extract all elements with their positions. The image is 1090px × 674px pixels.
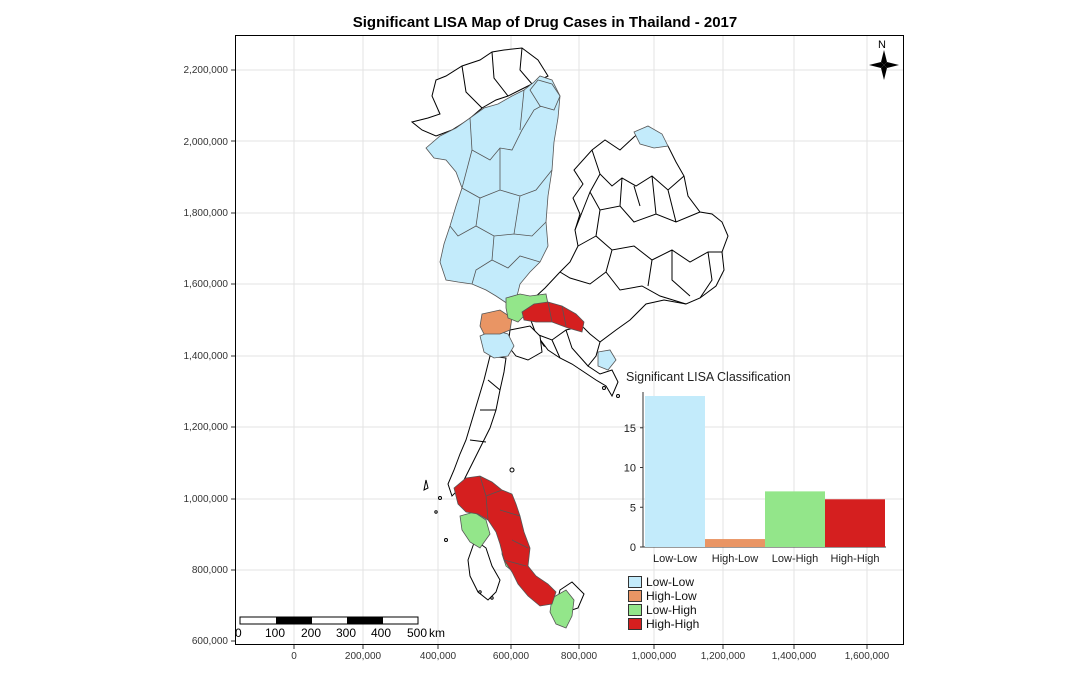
legend-label: Low-Low	[646, 575, 695, 589]
bar-category-label: Low-Low	[653, 553, 697, 565]
x-tick-label: 1,600,000	[844, 651, 890, 662]
x-tick-label: 1,400,000	[771, 651, 817, 662]
legend-label: Low-High	[646, 603, 697, 617]
x-tick-label: 1,000,000	[631, 651, 677, 662]
x-tick-label: 0	[291, 651, 297, 662]
inset-y-tick-label: 0	[630, 542, 636, 554]
bar-category-label: High-High	[831, 553, 880, 565]
legend-label: High-Low	[646, 589, 697, 603]
y-tick-label: 1,400,000	[183, 351, 229, 362]
map-title: Significant LISA Map of Drug Cases in Th…	[352, 14, 738, 31]
islands	[423, 386, 620, 600]
north-label: N	[878, 39, 886, 51]
high-low-provinces	[479, 309, 513, 335]
inset-bar-chart: Low-Low High-Low Low-High High-High 0 5 10 15	[624, 392, 886, 565]
inset-y-tick-label: 5	[630, 502, 636, 514]
legend: Low-Low High-Low Low-High High-High	[628, 575, 699, 631]
y-tick-label: 1,000,000	[183, 494, 229, 505]
bar-high-high	[825, 499, 885, 547]
compass-rose-icon	[869, 50, 899, 80]
scale-label: 0	[235, 626, 242, 640]
legend-item: High-High	[628, 617, 699, 631]
y-tick-label: 1,600,000	[183, 279, 229, 290]
legend-item: Low-Low	[628, 575, 699, 589]
bar-category-label: Low-High	[772, 553, 818, 565]
inset-chart-title: Significant LISA Classification	[626, 370, 791, 384]
scale-label: 400	[371, 626, 392, 640]
thailand-provinces	[410, 47, 729, 613]
y-tick-label: 600,000	[191, 636, 228, 647]
axis-ticks	[231, 69, 868, 649]
high-high-provinces	[453, 301, 585, 607]
y-tick-label: 800,000	[191, 565, 228, 576]
north-arrow: N	[869, 39, 899, 80]
scale-label: 500	[407, 626, 428, 640]
legend-swatch-high-low	[628, 590, 642, 602]
x-tick-label: 1,200,000	[700, 651, 746, 662]
scale-unit: km	[429, 626, 445, 640]
legend-swatch-low-high	[628, 604, 642, 616]
low-low-provinces	[425, 75, 669, 371]
x-tick-label: 400,000	[419, 651, 457, 662]
scale-label: 200	[301, 626, 322, 640]
legend-item: Low-High	[628, 603, 699, 617]
legend-swatch-low-low	[628, 576, 642, 588]
scale-label: 100	[265, 626, 286, 640]
bar-low-low	[645, 396, 705, 547]
bar-category-label: High-Low	[712, 553, 759, 565]
inset-y-tick-label: 15	[624, 423, 636, 435]
y-tick-label: 1,200,000	[183, 422, 229, 433]
inset-y-tick-label: 10	[624, 463, 636, 475]
y-tick-label: 2,000,000	[183, 137, 229, 148]
legend-swatch-high-high	[628, 618, 642, 630]
x-tick-label: 200,000	[344, 651, 382, 662]
y-tick-label: 1,800,000	[183, 208, 229, 219]
legend-item: High-Low	[628, 589, 699, 603]
scale-bar	[239, 616, 419, 625]
bar-high-low	[705, 539, 765, 547]
scale-label: 300	[336, 626, 357, 640]
y-tick-label: 2,200,000	[183, 65, 229, 76]
x-tick-label: 800,000	[560, 651, 598, 662]
x-tick-label: 600,000	[492, 651, 530, 662]
legend-label: High-High	[646, 617, 700, 631]
bar-low-high	[765, 491, 825, 547]
